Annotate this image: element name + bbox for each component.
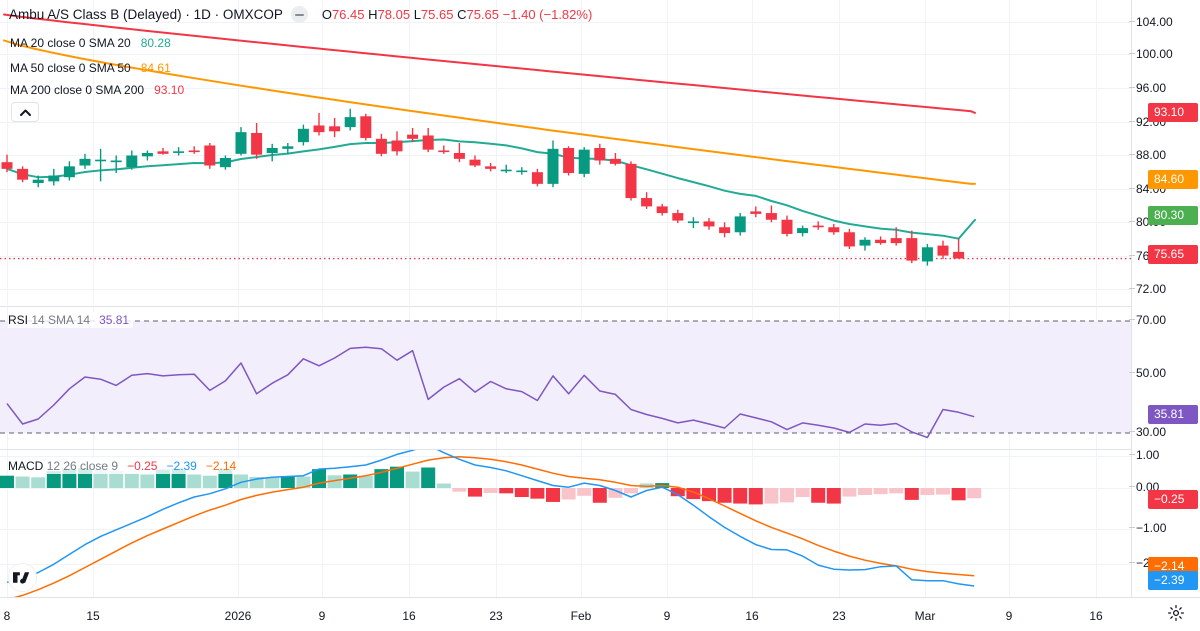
close-label: C (457, 7, 467, 22)
chevron-up-icon[interactable] (11, 102, 39, 122)
rsi-value-badge[interactable]: 35.81 (1148, 405, 1198, 424)
time-axis-tick: 23 (832, 609, 846, 623)
ma20-label: MA 20 close 0 SMA 20 (10, 36, 131, 50)
rsi-params: 14 SMA 14 (31, 313, 91, 327)
ohlc-values: O76.45 H78.05 L75.65 C75.65 −1.40 (−1.82… (322, 7, 592, 22)
rsi-value: 35.81 (99, 313, 130, 327)
ma50-price-badge[interactable]: 84.60 (1148, 170, 1198, 189)
time-axis-tick: Mar (914, 609, 936, 623)
time-axis-tick: 9 (663, 609, 671, 623)
price-axis-tick: 100.00 (1129, 48, 1194, 60)
time-axis-tick: 16 (745, 609, 759, 623)
macd-params: 12 26 close 9 (46, 459, 119, 473)
macd-label: MACD (8, 459, 44, 473)
change-value: −1.40 (−1.82%) (502, 7, 593, 22)
last-price-badge[interactable]: 75.65 (1148, 245, 1198, 264)
close-value: 75.65 (466, 7, 500, 22)
price-axis[interactable]: 104.00100.0096.0092.0088.0084.0080.0076.… (1129, 0, 1200, 597)
price-pane[interactable] (0, 0, 1132, 305)
rsi-axis-tick: 30.00 (1129, 426, 1194, 438)
macd-legend[interactable]: MACD 12 26 close 9 −0.25 −2.39 −2.14 (8, 458, 241, 474)
time-axis-tick: 2026 (224, 609, 252, 623)
ma20-legend[interactable]: MA 20 close 0 SMA 20 80.28 (10, 36, 171, 50)
rsi-legend[interactable]: RSI 14 SMA 14 35.81 (8, 312, 134, 328)
rsi-axis-tick: 50.00 (1129, 367, 1194, 379)
time-axis-tick: 9 (318, 609, 326, 623)
ma50-legend[interactable]: MA 50 close 0 SMA 50 84.61 (10, 61, 171, 75)
ma50-value: 84.61 (140, 61, 171, 75)
ma200-label: MA 200 close 0 SMA 200 (10, 83, 145, 97)
macd-line-badge[interactable]: −2.39 (1148, 571, 1198, 590)
ma20-value: 80.28 (140, 36, 171, 50)
high-value: 78.05 (377, 7, 411, 22)
rsi-label: RSI (8, 313, 29, 327)
time-axis-tick: 9 (1005, 609, 1013, 623)
price-axis-tick: 104.00 (1129, 16, 1194, 28)
chart-legend-header: Ambu A/S Class B (Delayed) · 1D · OMXCOP… (9, 6, 592, 23)
price-axis-tick: 88.00 (1129, 149, 1194, 161)
low-label: L (413, 7, 421, 22)
ma200-legend[interactable]: MA 200 close 0 SMA 200 93.10 (10, 83, 184, 97)
ma20-price-badge[interactable]: 80.30 (1148, 206, 1198, 225)
rsi-pane[interactable] (0, 306, 1132, 449)
low-value: 75.65 (420, 7, 454, 22)
price-axis-tick: 72.00 (1129, 283, 1194, 295)
time-axis[interactable]: 8 15 2026 9 16 23 Feb 9 16 23 Mar 9 16 (0, 597, 1200, 631)
time-axis-tick: 8 (3, 609, 11, 623)
macd-axis-tick: 1.00 (1129, 449, 1194, 461)
tradingview-logo-icon[interactable] (8, 563, 37, 592)
macd-axis-tick: −1.00 (1129, 522, 1194, 534)
open-value: 76.45 (331, 7, 365, 22)
time-axis-tick: 16 (402, 609, 416, 623)
ma200-price-badge[interactable]: 93.10 (1148, 103, 1198, 122)
time-axis-tick: 23 (489, 609, 503, 623)
macd-hist-badge[interactable]: −0.25 (1148, 490, 1198, 509)
macd-line-value: −2.39 (166, 459, 197, 473)
macd-hist-value: −0.25 (127, 459, 158, 473)
ma200-value: 93.10 (154, 83, 185, 97)
open-label: O (321, 7, 332, 22)
price-axis-tick: 96.00 (1129, 82, 1194, 94)
ma50-label: MA 50 close 0 SMA 50 (10, 61, 131, 75)
time-axis-tick: Feb (570, 609, 592, 623)
time-axis-tick: 15 (86, 609, 100, 623)
gear-icon[interactable] (1167, 604, 1185, 622)
high-label: H (368, 7, 378, 22)
macd-pane[interactable] (0, 449, 1132, 598)
macd-signal-value: −2.14 (205, 459, 237, 473)
minus-pill-icon[interactable] (290, 6, 308, 23)
symbol-title[interactable]: Ambu A/S Class B (Delayed) · 1D · OMXCOP (9, 7, 283, 22)
rsi-axis-tick: 70.00 (1129, 314, 1194, 326)
time-axis-tick: 16 (1089, 609, 1103, 623)
